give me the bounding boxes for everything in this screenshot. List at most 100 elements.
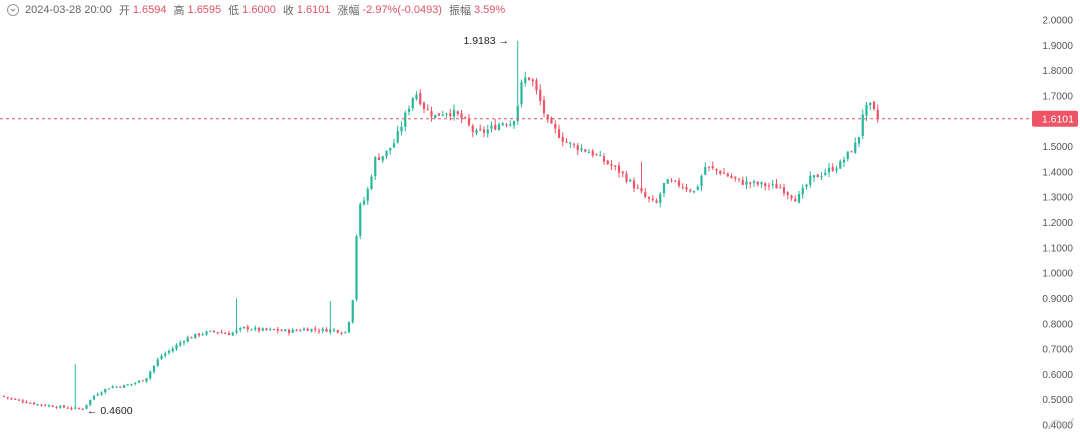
candle-body xyxy=(602,156,606,162)
candle-body xyxy=(336,330,339,333)
candle-body xyxy=(494,124,497,130)
candle-body xyxy=(235,330,238,333)
candle-body xyxy=(100,392,103,395)
candle-body xyxy=(565,141,568,143)
y-tick-label: 0.5000 xyxy=(1042,395,1073,406)
candle-body xyxy=(527,77,531,80)
candle-body xyxy=(437,113,441,116)
candle-body xyxy=(111,386,114,389)
candle-body xyxy=(310,328,313,332)
candle-body xyxy=(51,405,54,408)
annotations-group: 1.6101 1.9183 → ← 0.4600 xyxy=(0,35,1078,417)
candle-body xyxy=(805,184,808,187)
current-price-tag xyxy=(1032,110,1078,127)
candle-body xyxy=(610,164,613,167)
candle-body xyxy=(280,330,283,332)
candle-body xyxy=(850,151,853,153)
y-tick-label: 1.9000 xyxy=(1042,41,1073,52)
candle-body xyxy=(2,395,6,397)
candle-body xyxy=(591,150,594,156)
watermark-logo-icon xyxy=(1047,417,1075,430)
candle-body xyxy=(220,332,223,334)
candle-body xyxy=(130,383,133,385)
candle-body xyxy=(287,329,291,333)
open-value: 1.6594 xyxy=(132,4,167,16)
candle-body xyxy=(662,182,666,194)
y-tick-label: 1.4000 xyxy=(1042,167,1073,178)
candle-body xyxy=(647,196,651,199)
candle-body xyxy=(587,152,591,154)
candle-body xyxy=(794,198,797,202)
candle-body xyxy=(614,165,617,167)
candle-body xyxy=(265,328,268,330)
candle-body xyxy=(107,388,111,390)
candle-body xyxy=(224,332,227,334)
candle-body xyxy=(246,326,249,330)
candle-body xyxy=(96,394,99,396)
ohlc-header: 2024-03-28 20:00 开 1.6594 高 1.6595 低 1.6… xyxy=(7,3,505,17)
candle-body xyxy=(666,179,669,184)
candle-body xyxy=(340,332,343,334)
candle-body xyxy=(737,178,741,180)
candle-body xyxy=(685,187,688,190)
candle-body xyxy=(820,175,823,177)
candle-body xyxy=(640,188,643,192)
candle-body xyxy=(205,331,208,335)
candle-body xyxy=(475,130,478,134)
candle-body xyxy=(389,147,392,151)
candle-body xyxy=(644,192,647,197)
candle-body xyxy=(299,330,302,332)
candle-body xyxy=(291,329,294,333)
candle-body xyxy=(44,404,47,406)
y-tick-label: 1.0000 xyxy=(1042,269,1073,280)
candle-body xyxy=(767,185,771,187)
candle-body xyxy=(355,236,358,300)
candles-group xyxy=(2,40,879,411)
y-tick-label: 1.1000 xyxy=(1042,243,1073,254)
candle-body xyxy=(306,328,309,331)
candle-body xyxy=(441,114,444,116)
price-axis: 2.00001.90001.80001.70001.60001.50001.40… xyxy=(1042,16,1073,432)
candle-body xyxy=(486,129,489,134)
candle-body xyxy=(535,80,538,91)
candle-body xyxy=(197,333,201,336)
candle-body xyxy=(182,341,186,343)
y-tick-label: 0.6000 xyxy=(1042,370,1073,381)
candle-body xyxy=(404,112,407,127)
candle-body xyxy=(809,176,812,185)
candle-body xyxy=(467,118,471,125)
candle-body xyxy=(831,167,834,171)
candle-body xyxy=(160,355,163,359)
candle-body xyxy=(764,183,767,187)
candle-body xyxy=(857,136,861,144)
y-tick-label: 0.4000 xyxy=(1042,421,1073,432)
candle-body xyxy=(145,378,148,382)
candle-body xyxy=(269,328,272,330)
candle-body xyxy=(677,180,681,186)
candle-body xyxy=(681,186,684,188)
open-label: 开 xyxy=(118,5,130,17)
candle-body xyxy=(295,330,298,332)
candle-body xyxy=(231,332,234,336)
candle-body xyxy=(546,114,549,120)
candle-body xyxy=(194,333,197,338)
candle-body xyxy=(419,93,422,105)
candle-body xyxy=(430,111,433,117)
max-price-label: 1.9183 → xyxy=(463,35,509,47)
candle-body xyxy=(557,129,561,138)
candle-body xyxy=(347,321,351,333)
candle-body xyxy=(122,385,126,388)
candle-body xyxy=(104,389,107,393)
candle-body xyxy=(137,380,141,383)
y-tick-label: 1.8000 xyxy=(1042,66,1073,77)
change-value: -2.97%(-0.0493) xyxy=(362,4,442,16)
candle-body xyxy=(782,187,786,194)
candle-body xyxy=(869,102,872,106)
collapse-toggle-icon[interactable] xyxy=(7,4,19,16)
candle-body xyxy=(482,129,486,133)
candle-body xyxy=(824,172,827,175)
candle-body xyxy=(651,198,654,200)
candle-body xyxy=(625,173,628,182)
candle-body xyxy=(572,143,576,145)
